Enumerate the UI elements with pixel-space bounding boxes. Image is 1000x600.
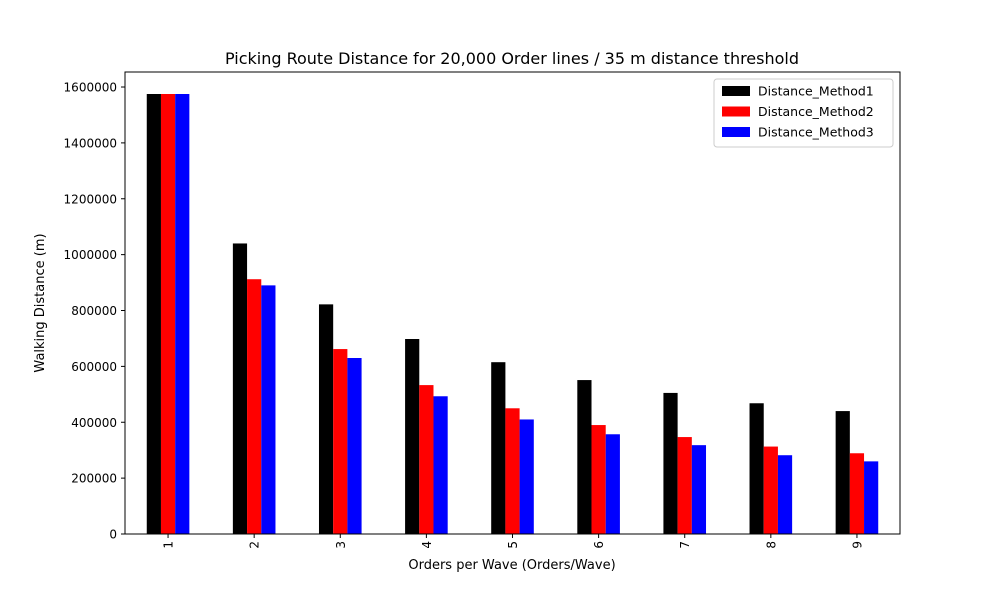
bar-2-3 (333, 349, 348, 534)
bar-2-7 (677, 437, 692, 534)
x-axis: 1 2 3 4 5 6 7 8 9 (162, 534, 864, 549)
x-tick-label: 8 (764, 541, 778, 549)
y-tick-label: 800000 (71, 304, 117, 318)
x-tick-label: 1 (162, 541, 176, 549)
x-tick-label: 7 (678, 541, 692, 549)
bar-3-7 (691, 445, 707, 534)
bar-3-5 (519, 419, 534, 534)
bar-1-7 (663, 392, 678, 534)
bar-2-6 (591, 425, 606, 534)
bar-1-6 (577, 380, 592, 534)
legend: Distance_Method1 Distance_Method2 Distance… (713, 78, 894, 148)
bar-3-6 (605, 434, 620, 534)
bar-3-8 (777, 455, 793, 534)
y-tick-label: 1600000 (64, 81, 117, 95)
x-tick-label: 3 (334, 541, 348, 549)
y-tick-label: 0 (109, 528, 117, 542)
bar-2-1 (160, 94, 176, 534)
legend-swatch (722, 86, 750, 96)
bar-3-1 (175, 94, 190, 534)
bar-2-4 (419, 385, 434, 534)
chart-title: Picking Route Distance for 20,000 Order … (225, 49, 799, 68)
x-tick-label: 4 (420, 541, 434, 549)
legend-swatch (722, 106, 750, 117)
x-tick-label: 6 (592, 541, 606, 549)
legend-label: Distance_Method3 (758, 125, 874, 140)
legend-frame (713, 78, 894, 148)
bar-3-3 (347, 358, 362, 534)
bar-1-5 (491, 362, 506, 534)
bar-1-8 (749, 403, 764, 534)
y-axis: 0 200000 400000 600000 800000 1000000 1200000 1… (64, 81, 125, 542)
x-tick-label: 2 (248, 541, 262, 549)
bar-1-3 (318, 304, 334, 534)
bar-3-2 (261, 285, 276, 534)
x-axis-label: Orders per Wave (Orders/Wave) (408, 558, 615, 573)
bar-3-9 (864, 461, 879, 534)
bar-2-9 (849, 453, 865, 534)
bar-2-2 (247, 279, 262, 534)
y-tick-label: 1200000 (64, 192, 117, 206)
x-tick-label: 5 (506, 541, 520, 549)
bar-1-2 (232, 243, 248, 534)
y-tick-label: 400000 (71, 416, 117, 430)
y-tick-label: 200000 (71, 472, 117, 486)
x-tick-label: 9 (850, 541, 864, 549)
bar-2-8 (763, 446, 778, 534)
bars-layer (146, 94, 879, 534)
legend-swatch (722, 127, 750, 137)
bar-2-5 (505, 408, 520, 534)
y-tick-label: 1000000 (64, 248, 117, 262)
bar-1-1 (146, 94, 161, 534)
legend-label: Distance_Method2 (758, 104, 874, 119)
bar-1-9 (835, 411, 850, 534)
bar-3-4 (433, 396, 448, 534)
bar-1-4 (405, 339, 420, 534)
y-tick-label: 1400000 (64, 136, 117, 150)
y-axis-label: Walking Distance (m) (33, 233, 48, 372)
legend-label: Distance_Method1 (758, 84, 874, 99)
y-tick-label: 600000 (71, 360, 117, 374)
